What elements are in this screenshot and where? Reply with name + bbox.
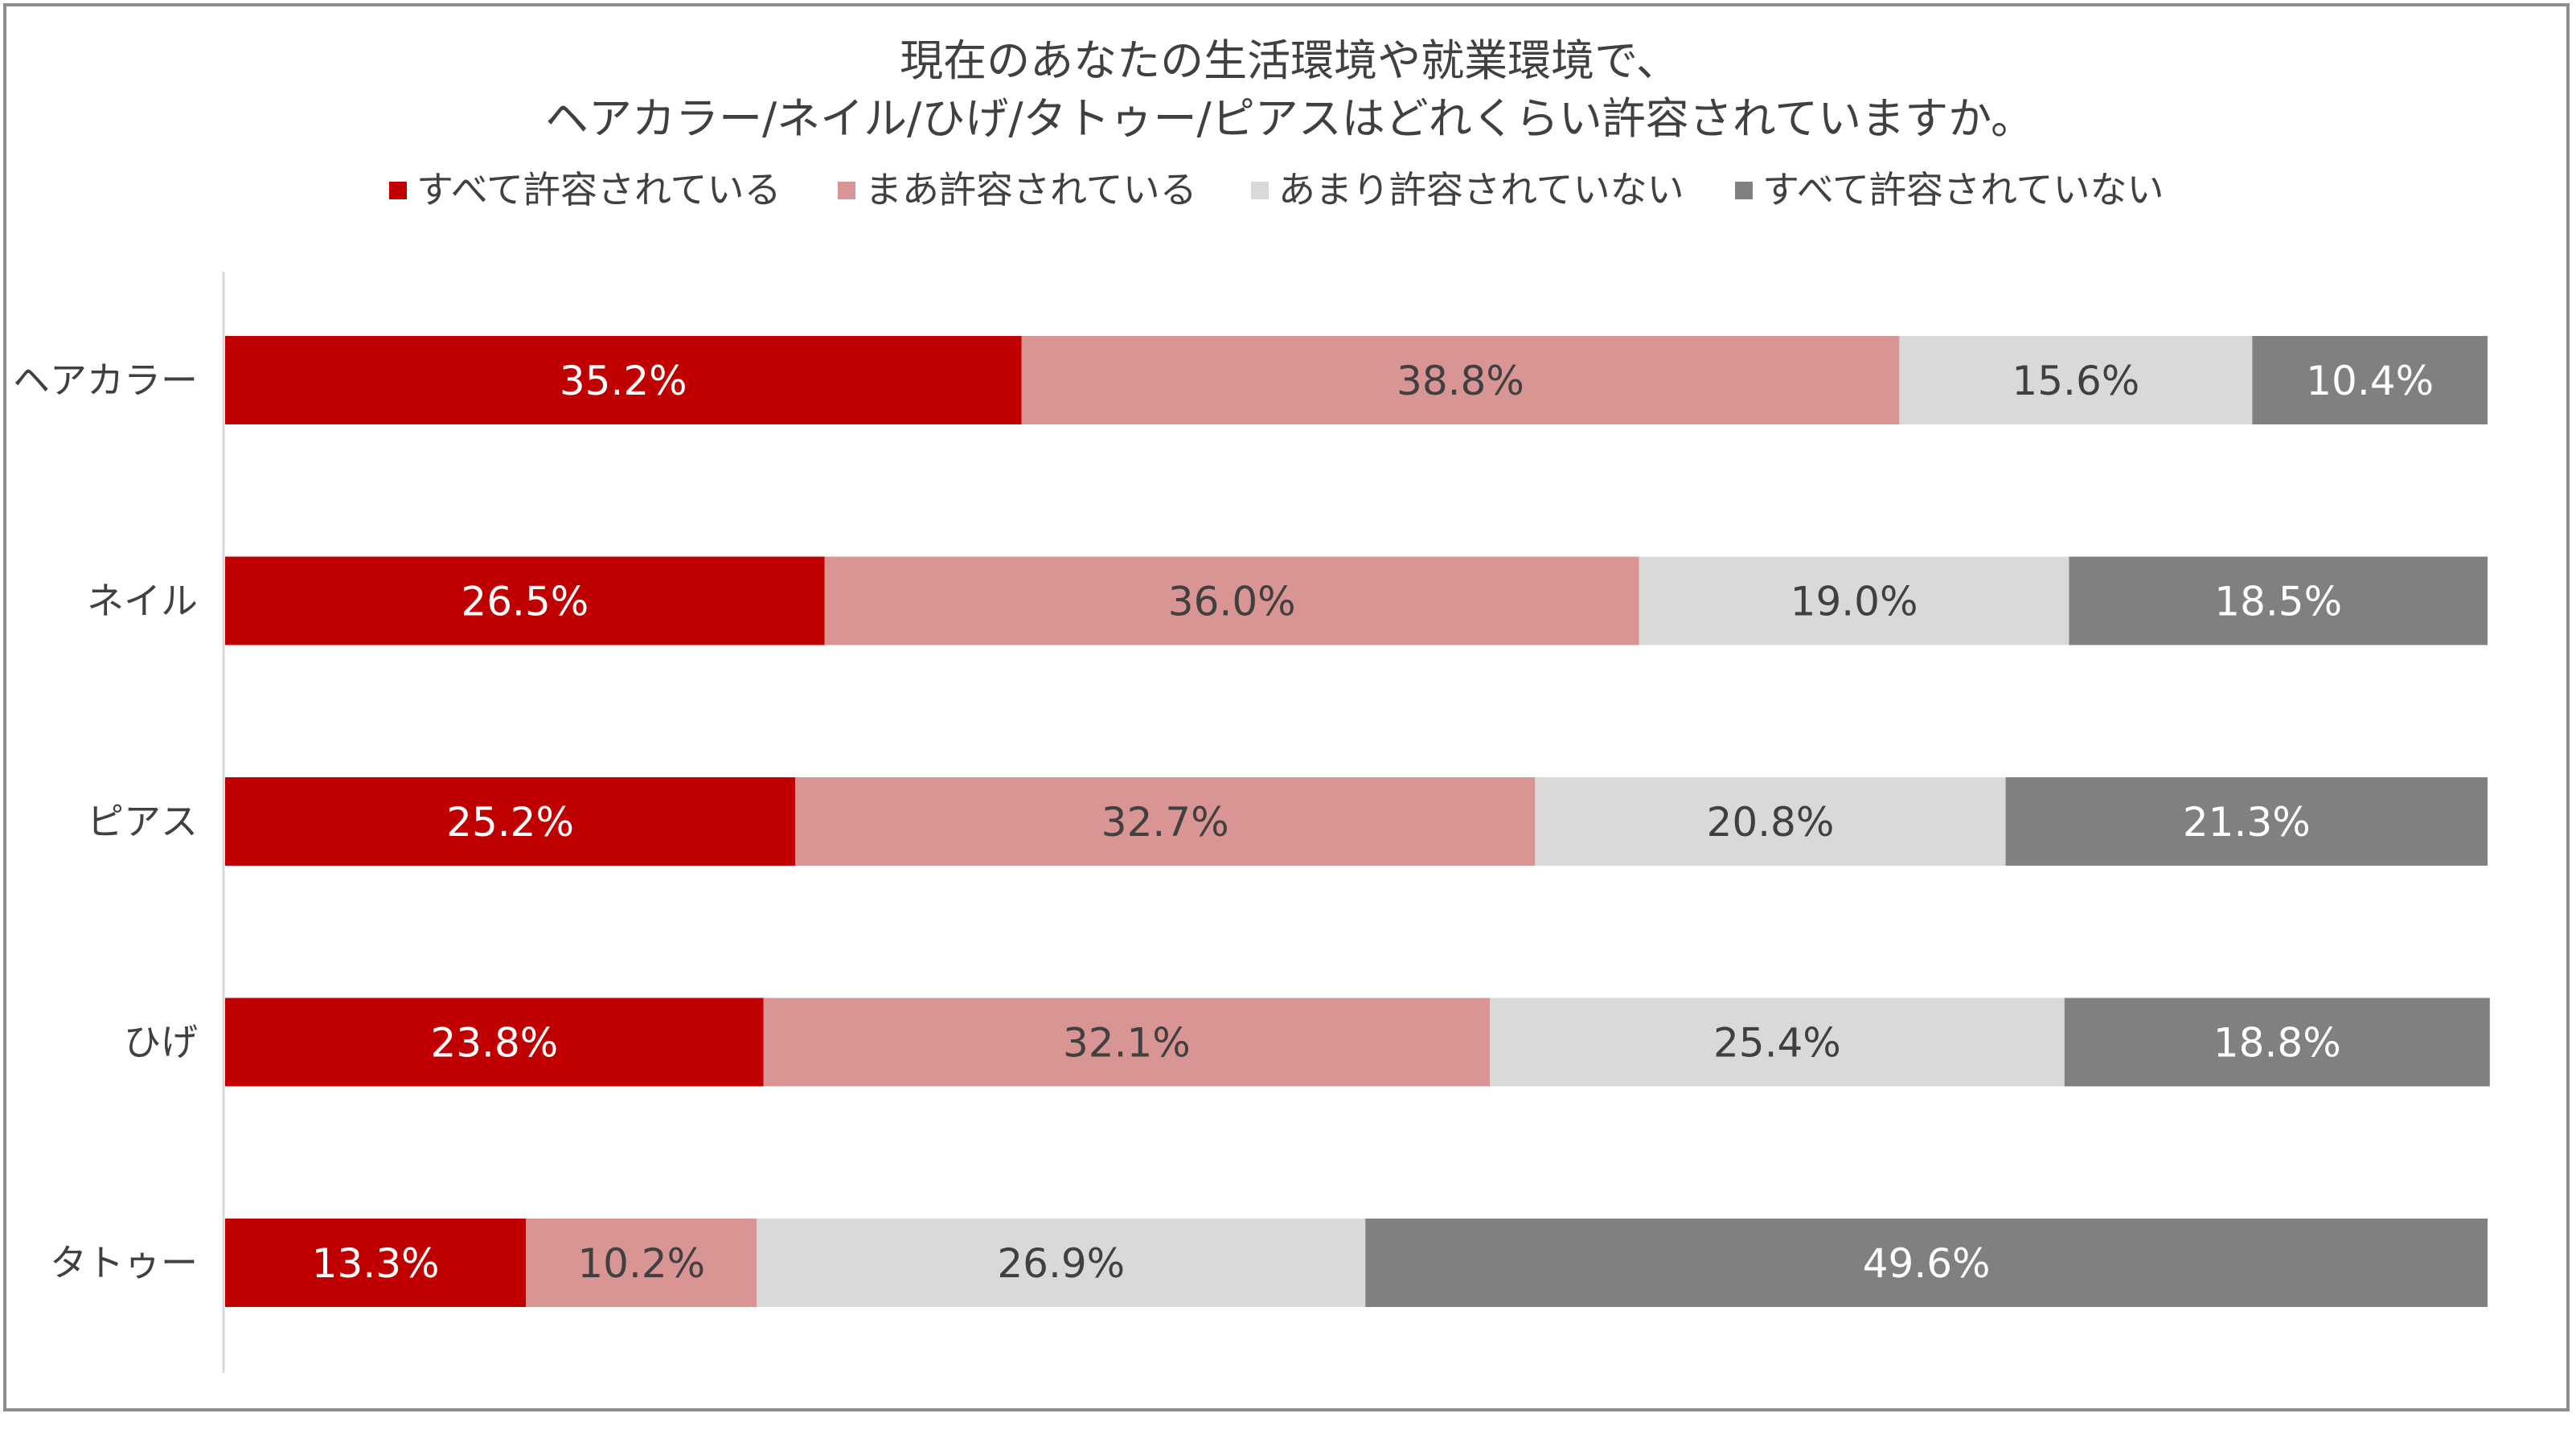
bar-segment xyxy=(2064,998,2490,1087)
bar-segment xyxy=(795,777,1536,866)
bar-segment xyxy=(1021,336,1900,424)
bar-segment xyxy=(225,336,1022,424)
bar-segment xyxy=(757,1219,1366,1307)
data-label: 35.2% xyxy=(560,358,687,404)
bar-segment xyxy=(2069,556,2488,645)
legend-swatch xyxy=(389,182,407,199)
data-label: 38.8% xyxy=(1397,358,1524,404)
bar-segment xyxy=(1365,1219,2488,1307)
legend: すべて許容されている まあ許容されている あまり許容されていない すべて許容されていな… xyxy=(389,168,2164,211)
bar-row: タトゥー 13.3% 10.2% 26.9% 49.6% xyxy=(50,1219,2488,1307)
chart-frame: 現在のあなたの生活環境や就業環境で、 ヘアカラー/ネイル/ひげ/タトゥー/ピアス… xyxy=(3,3,2570,1411)
bar-row: ひげ 23.8% 32.1% 25.4% 18.8% xyxy=(124,998,2490,1087)
data-label: 25.2% xyxy=(446,799,574,846)
data-label: 13.3% xyxy=(312,1240,440,1287)
category-label: タトゥー xyxy=(50,1241,198,1284)
bar-segment xyxy=(225,556,825,645)
data-label: 21.3% xyxy=(2183,799,2311,846)
data-label: 23.8% xyxy=(430,1020,558,1067)
legend-item: すべて許容されていない xyxy=(1735,168,2164,211)
bar-segment xyxy=(225,777,796,866)
data-label: 20.8% xyxy=(1707,799,1835,846)
data-label: 26.9% xyxy=(997,1240,1125,1287)
bar-segment xyxy=(763,998,1491,1087)
category-label: ピアス xyxy=(87,800,198,843)
legend-label: すべて許容されていない xyxy=(1762,168,2164,211)
data-label: 19.0% xyxy=(1790,579,1918,625)
data-label: 18.5% xyxy=(2214,579,2342,625)
data-label: 10.4% xyxy=(2306,358,2434,404)
data-label: 36.0% xyxy=(1168,579,1296,625)
bar-segment xyxy=(1490,998,2065,1087)
bar-segment xyxy=(225,998,764,1087)
legend-label: あまり許容されていない xyxy=(1278,168,1684,211)
legend-swatch xyxy=(838,182,855,199)
chart-title: 現在のあなたの生活環境や就業環境で、 xyxy=(900,35,1680,86)
bar-segment xyxy=(824,556,1639,645)
bar-row: ヘアカラー 35.2% 38.8% 15.6% 10.4% xyxy=(13,336,2488,424)
data-label: 32.7% xyxy=(1101,799,1229,846)
data-label: 25.4% xyxy=(1713,1020,1841,1067)
data-label: 15.6% xyxy=(2012,358,2139,404)
legend-item: すべて許容されている xyxy=(389,168,781,211)
data-label: 49.6% xyxy=(1863,1240,1991,1287)
legend-label: すべて許容されている xyxy=(416,168,781,211)
category-label: ひげ xyxy=(124,1021,198,1064)
data-label: 32.1% xyxy=(1063,1020,1191,1067)
category-label: ヘアカラー xyxy=(13,358,198,402)
bar-segment xyxy=(1535,777,2006,866)
data-label: 26.5% xyxy=(461,579,589,625)
category-label: ネイル xyxy=(87,580,198,623)
bar-segment xyxy=(526,1219,757,1307)
data-label: 18.8% xyxy=(2213,1020,2341,1067)
bar-segment xyxy=(2005,777,2488,866)
legend-swatch xyxy=(1251,182,1269,199)
bar-row: ネイル 26.5% 36.0% 19.0% 18.5% xyxy=(87,556,2488,645)
legend-swatch xyxy=(1735,182,1753,199)
bar-segment xyxy=(1899,336,2253,424)
legend-label: まあ許容されている xyxy=(865,168,1197,211)
data-label: 10.2% xyxy=(577,1240,705,1287)
legend-item: あまり許容されていない xyxy=(1251,168,1684,211)
legend-item: まあ許容されている xyxy=(838,168,1197,211)
plot-area: ヘアカラー 35.2% 38.8% 15.6% 10.4% ネイル 26.5% 36.0% 19… xyxy=(13,336,2490,1307)
bar-segment xyxy=(2252,336,2488,424)
bar-segment xyxy=(1639,556,2069,645)
stacked-bar-chart: 現在のあなたの生活環境や就業環境で、 ヘアカラー/ネイル/ひげ/タトゥー/ピアス… xyxy=(13,35,2490,1373)
bar-row: ピアス 25.2% 32.7% 20.8% 21.3% xyxy=(87,777,2488,866)
chart-subtitle: ヘアカラー/ネイル/ひげ/タトゥー/ピアスはどれくらい許容されていますか。 xyxy=(545,93,2034,144)
bar-segment xyxy=(225,1219,527,1307)
